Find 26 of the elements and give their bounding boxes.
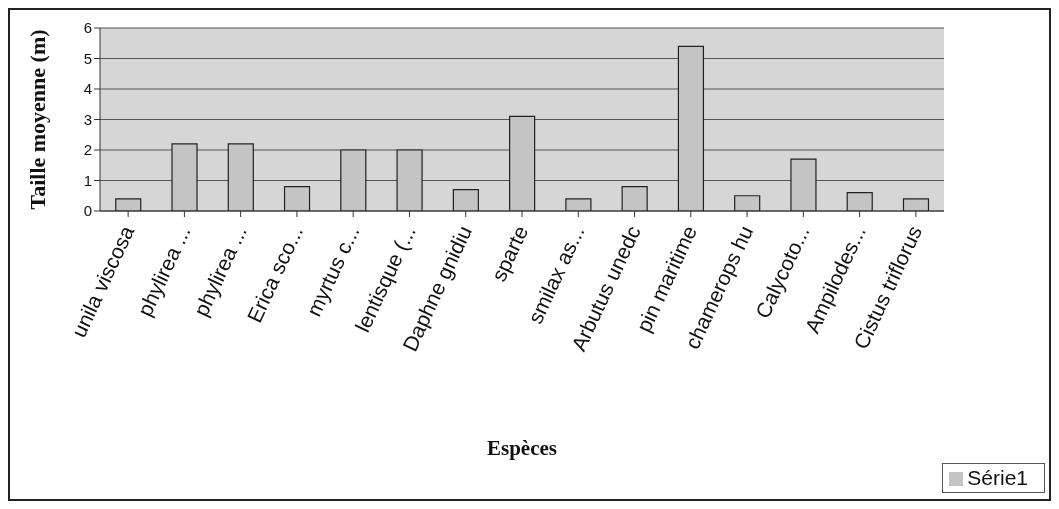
bar <box>677 45 705 211</box>
bar <box>340 149 367 211</box>
bar <box>452 189 479 211</box>
y-tick-label: 5 <box>83 49 92 67</box>
bar <box>902 198 930 211</box>
x-tick-label: sparte <box>486 222 533 285</box>
x-axis-title: Espèces <box>487 436 557 460</box>
y-tick-label: 1 <box>83 171 92 189</box>
y-tick-label: 0 <box>83 202 92 220</box>
bar <box>115 198 142 211</box>
bar <box>509 115 536 211</box>
y-tick-label: 3 <box>83 110 92 128</box>
bar <box>283 186 311 211</box>
legend-label: Série1 <box>967 466 1028 489</box>
bar <box>734 195 761 211</box>
bar <box>565 198 592 211</box>
bar <box>846 192 873 211</box>
y-tick-label: 4 <box>83 80 92 98</box>
bar <box>790 158 817 211</box>
y-tick-label: 6 <box>83 19 92 37</box>
bar <box>227 143 254 211</box>
y-axis-title: Taille moyenne (m) <box>24 29 50 210</box>
bar <box>171 143 198 211</box>
bar <box>621 186 648 211</box>
y-tick-label: 2 <box>83 141 92 159</box>
bar <box>396 149 423 211</box>
